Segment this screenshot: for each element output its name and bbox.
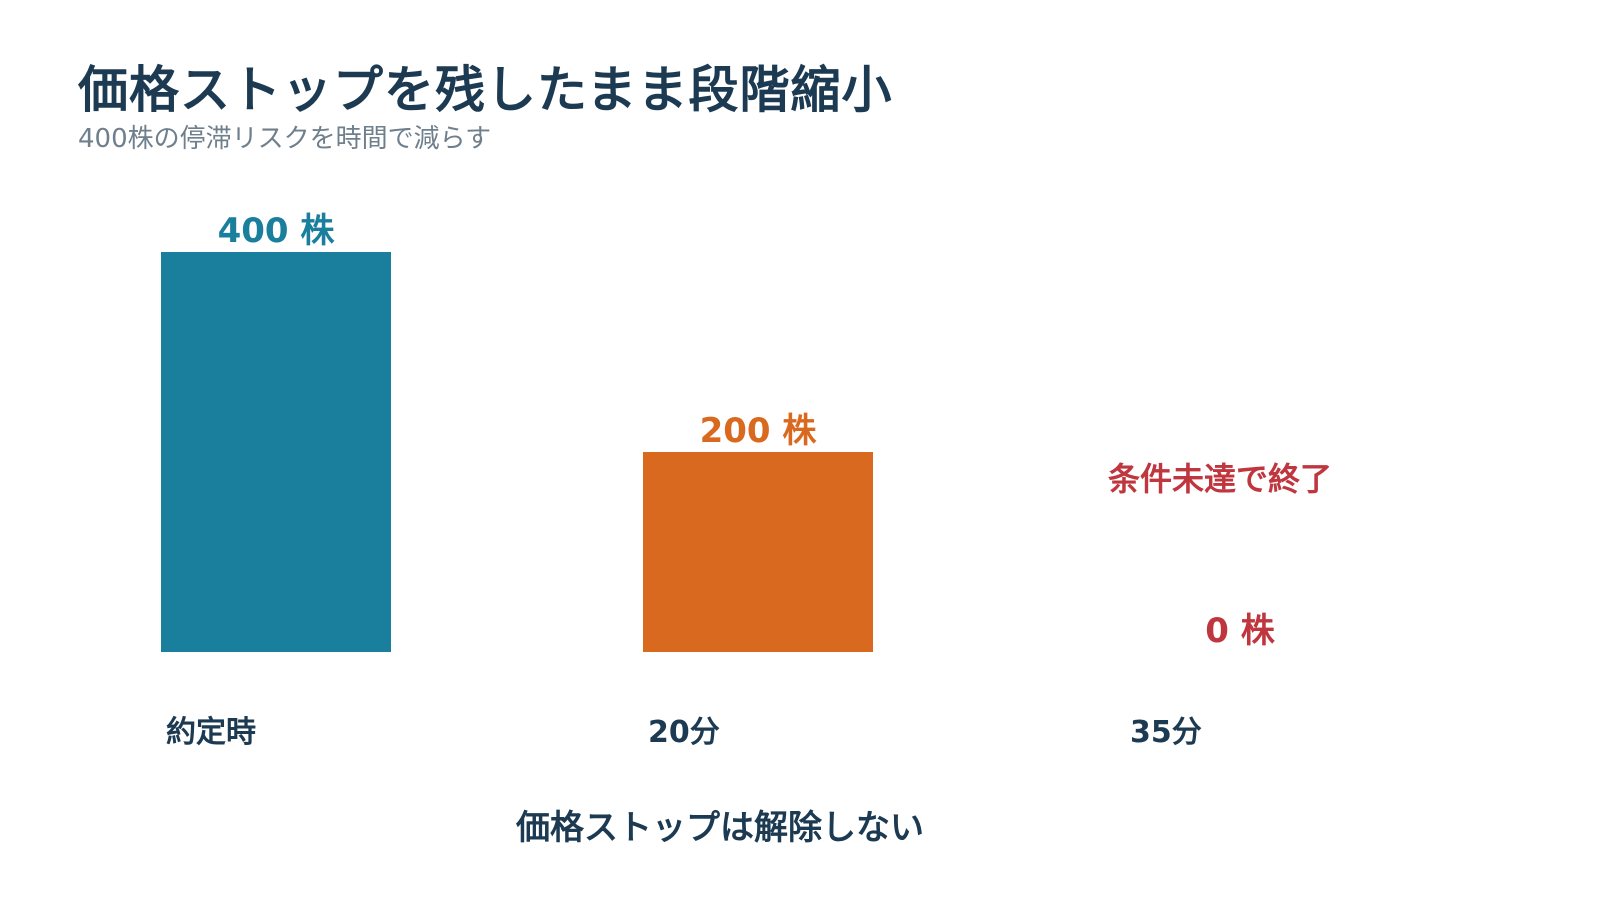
x-tick-label-3: 35分 [1130,715,1202,750]
end-annotation: 条件未達で終了 [1108,460,1332,498]
bar-group [161,252,873,652]
value-label-3: 0 株 [1205,611,1275,651]
bar-2 [643,452,873,652]
value-label-2: 200 株 [700,411,818,451]
tick-label-group: 約定時 20分 35分 [166,715,1202,750]
bar-1 [161,252,391,652]
chart-title: 価格ストップを残したまま段階縮小 [78,61,893,119]
chart-footnote: 価格ストップは解除しない [516,808,924,848]
x-tick-label-1: 約定時 [166,715,256,750]
value-label-1: 400 株 [218,211,336,251]
x-tick-label-2: 20分 [648,715,720,750]
value-label-group: 400 株 200 株 0 株 [218,211,1276,651]
chart-subtitle: 400株の停滞リスクを時間で減らす [78,124,492,154]
